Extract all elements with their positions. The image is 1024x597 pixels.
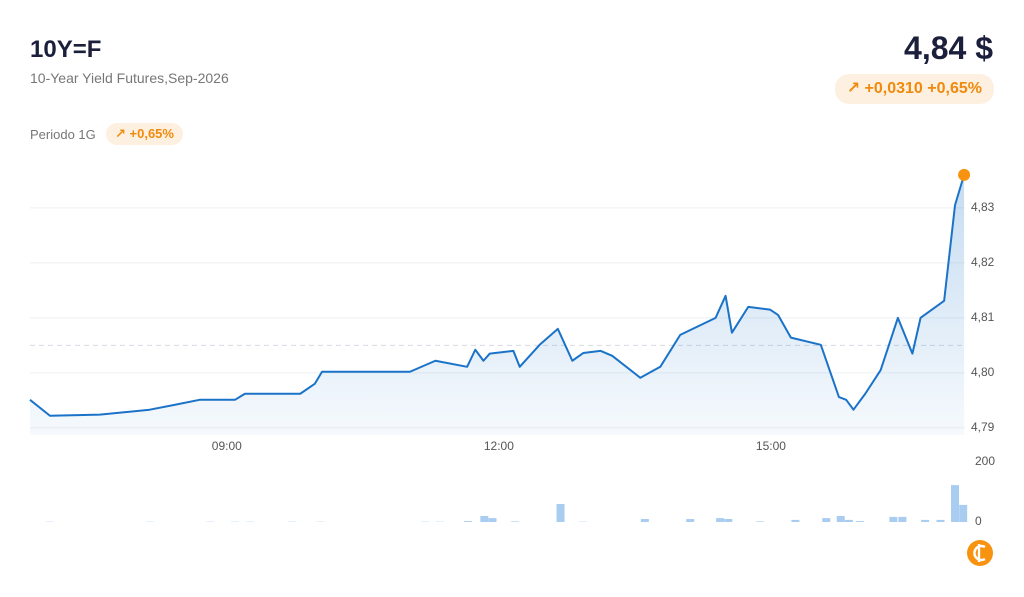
change-badge: ↗ +0,0310 +0,65% <box>834 74 994 104</box>
volume-bar <box>898 516 907 522</box>
y-tick-label: 4,81 <box>971 310 995 324</box>
change-pct: +0,65% <box>927 80 982 97</box>
y-tick-label: 200 <box>975 454 995 468</box>
volume-bar <box>855 521 864 522</box>
y-tick-label: 4,82 <box>971 255 995 269</box>
volume-bar <box>480 516 489 522</box>
price: 4,84 $ <box>904 30 993 66</box>
x-tick-label: 09:00 <box>212 439 242 453</box>
y-tick-label: 4,83 <box>971 200 995 214</box>
y-tick-label: 0 <box>975 514 982 528</box>
volume-bar <box>951 485 960 522</box>
period-change: +0,65% <box>129 126 174 141</box>
brand-icon-glyph <box>973 544 986 562</box>
x-tick-label: 12:00 <box>484 439 514 453</box>
volume-bar <box>921 519 930 522</box>
period-label[interactable]: Periodo 1G <box>30 127 96 142</box>
symbol: 10Y=F <box>30 36 102 63</box>
period-badge: ↗ +0,65% <box>106 123 183 145</box>
volume-bar <box>511 521 520 522</box>
volume-bar <box>889 516 898 522</box>
volume-bar <box>756 521 765 522</box>
volume-bar <box>464 521 473 522</box>
volume-bar <box>556 504 565 522</box>
volume-bar <box>488 518 497 522</box>
volume-bar <box>822 518 831 522</box>
area <box>30 174 965 435</box>
volume-bar <box>959 504 968 522</box>
y-tick-label: 4,80 <box>971 365 995 379</box>
y-tick-label: 4,79 <box>971 420 995 434</box>
volume-bar <box>791 519 800 522</box>
volume-bar <box>716 518 725 522</box>
last-point <box>958 168 971 181</box>
price-line <box>29 174 966 417</box>
change: +0,0310 <box>864 80 923 97</box>
volume-bar <box>936 519 945 522</box>
volume-bar <box>686 519 695 522</box>
volume-bar <box>836 516 845 522</box>
x-tick-label: 15:00 <box>756 439 786 453</box>
volume-bar <box>724 519 733 522</box>
volume-bar <box>640 519 649 522</box>
instrument-name: 10-Year Yield Futures,Sep-2026 <box>30 70 229 86</box>
volume-bar <box>844 519 853 522</box>
